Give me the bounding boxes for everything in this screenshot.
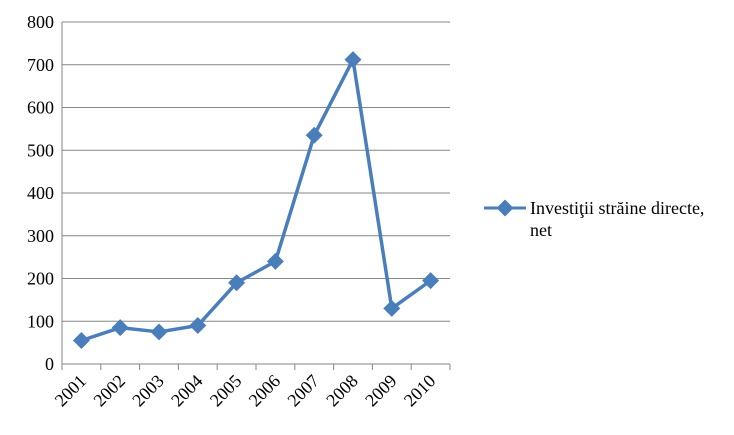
y-tick-label: 0: [45, 354, 54, 374]
y-tick-label: 800: [27, 12, 54, 32]
x-tick-label: 2009: [361, 371, 401, 411]
x-tick-label: 2010: [400, 371, 440, 411]
x-tick-label: 2004: [167, 371, 207, 411]
x-tick-label: 2007: [283, 371, 323, 411]
data-point-2001: [72, 332, 90, 349]
series-line: [80, 57, 432, 343]
y-tick-label: 100: [27, 311, 54, 331]
x-tick-label: 2001: [51, 371, 91, 411]
series-layer: [72, 51, 440, 349]
y-tick-label: 600: [27, 98, 54, 118]
data-point-2008: [344, 51, 362, 69]
y-tick-label: 200: [27, 269, 54, 289]
legend: Investiţii străine directe, net: [484, 198, 704, 240]
x-tick-label: 2005: [206, 371, 246, 411]
x-tick-label: 2006: [245, 371, 285, 411]
gridlines: [62, 21, 450, 322]
data-point-2004: [189, 317, 207, 335]
y-tick-label: 300: [27, 226, 54, 246]
x-tick-label: 2003: [128, 371, 168, 411]
x-tick-label: 2008: [322, 371, 362, 411]
data-point-2005: [228, 274, 246, 292]
legend-marker: [496, 199, 514, 217]
data-point-2007: [305, 126, 323, 144]
data-point-2003: [150, 323, 168, 341]
y-tick-label: 500: [27, 140, 54, 160]
data-point-2002: [111, 319, 129, 337]
x-tick-label: 2002: [89, 371, 129, 411]
data-point-2006: [266, 252, 284, 270]
data-point-2010: [422, 272, 440, 290]
legend-label-line-1: Investiţii străine directe,: [530, 198, 704, 218]
data-point-2009: [383, 299, 401, 317]
legend-label-line-2: net: [530, 220, 552, 240]
y-tick-label: 700: [27, 55, 54, 75]
y-tick-label: 400: [27, 183, 54, 203]
